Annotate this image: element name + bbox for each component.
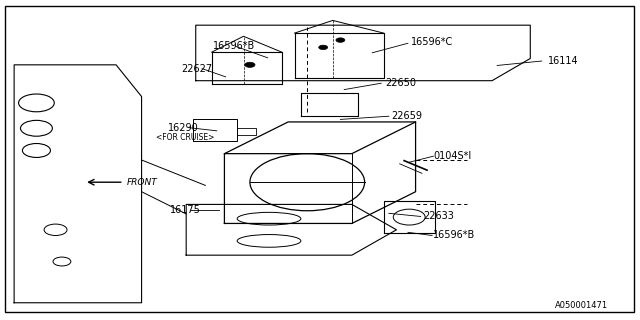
Text: 22633: 22633 bbox=[423, 212, 454, 221]
Text: 16114: 16114 bbox=[548, 56, 579, 66]
Circle shape bbox=[319, 45, 328, 50]
Text: 16596*B: 16596*B bbox=[433, 230, 476, 241]
Text: 16596*C: 16596*C bbox=[410, 37, 452, 47]
Circle shape bbox=[245, 62, 255, 68]
Text: 16596*B: 16596*B bbox=[213, 41, 255, 52]
Text: A050001471: A050001471 bbox=[554, 301, 607, 310]
Text: 22659: 22659 bbox=[392, 111, 422, 121]
Text: <FOR CRUISE>: <FOR CRUISE> bbox=[156, 133, 214, 142]
Text: 0104S*I: 0104S*I bbox=[433, 151, 472, 161]
Text: 16175: 16175 bbox=[170, 205, 201, 215]
Text: FRONT: FRONT bbox=[126, 178, 157, 187]
Circle shape bbox=[336, 38, 345, 42]
Text: 22650: 22650 bbox=[385, 78, 416, 88]
Text: 16290: 16290 bbox=[168, 123, 199, 133]
Text: 22627: 22627 bbox=[182, 64, 213, 74]
